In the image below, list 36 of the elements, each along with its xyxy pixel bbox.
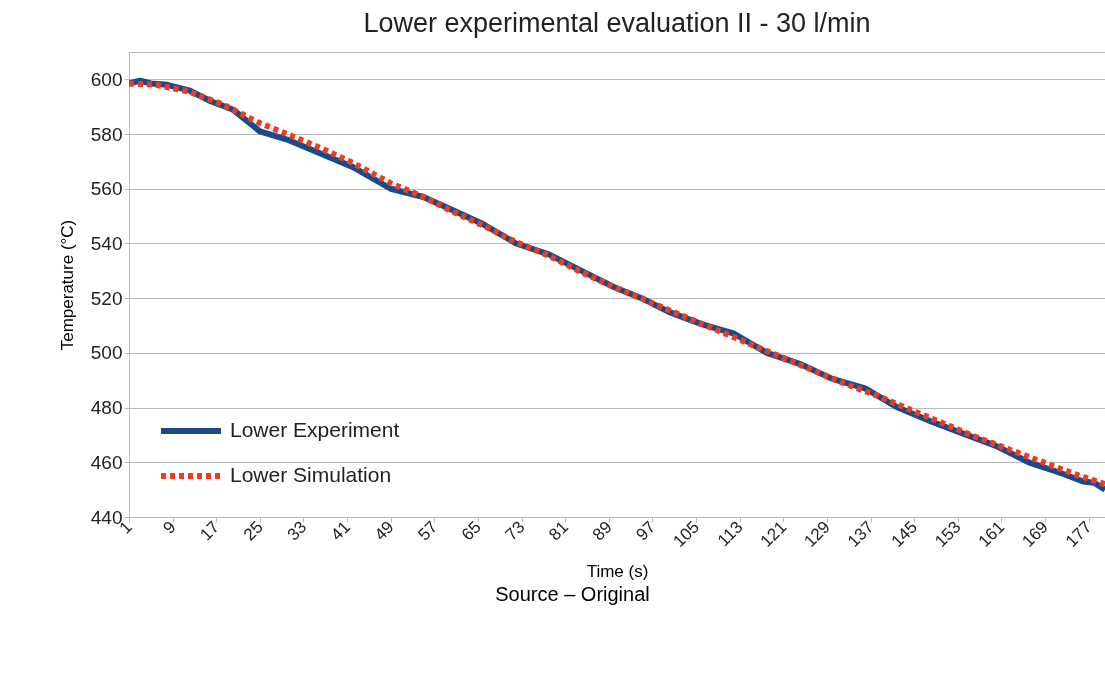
x-tick-label: 153 bbox=[931, 517, 965, 551]
x-tick-label: 33 bbox=[283, 517, 311, 545]
x-tick-label: 9 bbox=[159, 517, 180, 538]
y-tick-label: 460 bbox=[90, 451, 123, 473]
x-tick-label: 145 bbox=[887, 517, 922, 551]
x-tick-label: 49 bbox=[370, 517, 398, 545]
y-tick-label: 600 bbox=[90, 68, 123, 90]
x-tick-label: 41 bbox=[327, 517, 354, 545]
x-tick-label: 25 bbox=[239, 517, 267, 545]
x-tick-label: 81 bbox=[545, 517, 573, 545]
x-tick-label: 57 bbox=[414, 517, 442, 545]
x-tick-label: 177 bbox=[1062, 517, 1096, 551]
legend-label: Lower Experiment bbox=[230, 418, 400, 441]
x-tick-label: 105 bbox=[669, 517, 703, 551]
y-tick-label: 560 bbox=[90, 178, 123, 200]
y-tick-label: 480 bbox=[90, 397, 123, 419]
x-tick-label: 137 bbox=[843, 517, 878, 551]
y-tick-label: 540 bbox=[90, 232, 123, 254]
chart-title: Lower experimental evaluation II - 30 l/min bbox=[363, 8, 871, 38]
x-tick-label: 17 bbox=[196, 517, 224, 545]
y-tick-label: 520 bbox=[90, 287, 123, 309]
x-tick-label: 169 bbox=[1018, 517, 1052, 551]
x-tick-label: 129 bbox=[800, 517, 834, 551]
x-tick-label: 89 bbox=[588, 517, 616, 545]
x-tick-label: 73 bbox=[501, 517, 529, 545]
x-axis-title: Time (s) bbox=[586, 562, 649, 582]
x-tick-label: 65 bbox=[458, 517, 485, 545]
y-tick-label: 580 bbox=[90, 123, 123, 145]
y-tick-label: 500 bbox=[90, 342, 123, 364]
x-tick-label: 97 bbox=[632, 517, 660, 545]
source-note: Source – Original bbox=[494, 583, 651, 606]
legend-label: Lower Simulation bbox=[230, 463, 392, 486]
x-tick-label: 113 bbox=[713, 517, 747, 551]
y-axis-title: Temperature (°C) bbox=[57, 219, 77, 351]
x-tick-label: 121 bbox=[756, 517, 791, 551]
x-tick-label: 161 bbox=[974, 517, 1009, 551]
